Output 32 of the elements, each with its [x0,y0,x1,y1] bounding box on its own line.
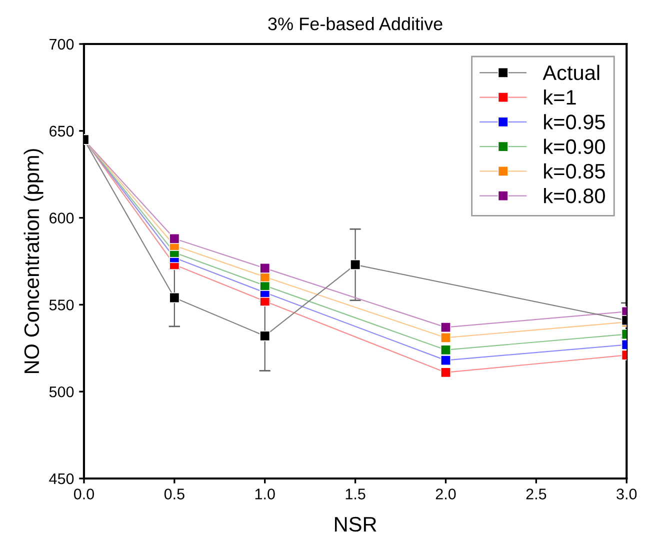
point [260,330,270,342]
x-tick-label: 2.5 [526,488,546,500]
legend-label: k=0.95 [544,114,605,130]
x-tick-label: 2.0 [436,488,456,500]
y-axis-title: NO Concentration (ppm) [24,149,44,374]
point [440,322,452,333]
legend-label: k=0.90 [544,138,605,154]
y-tick-label: 450 [49,473,74,484]
point [260,262,270,274]
y-tick-label: 650 [50,126,74,137]
point [440,367,452,378]
chart-title: 3% Fe-based Additive [268,17,442,30]
x-tick-label: 3.0 [616,488,637,500]
point [440,344,452,356]
legend-label: Actual [542,64,600,80]
y-tick-label: 700 [50,38,74,50]
y-tick-label: 550 [49,300,74,310]
x-tick-label: 1.0 [255,488,275,500]
y-tick-label: 600 [50,212,74,224]
legend-label: k=0.85 [544,163,605,179]
x-tick-label: 0.0 [74,488,94,500]
x-axis-title: NSR [335,516,376,532]
legend-label: k=1 [544,89,576,105]
x-tick-label: 0.5 [164,488,184,500]
point [169,292,180,304]
x-tick-label: 1.5 [346,488,366,500]
point [169,233,180,244]
point [440,332,452,344]
point [350,259,361,270]
legend-label: k=0.80 [544,188,605,204]
point [440,355,452,366]
y-tick-label: 500 [49,386,74,398]
